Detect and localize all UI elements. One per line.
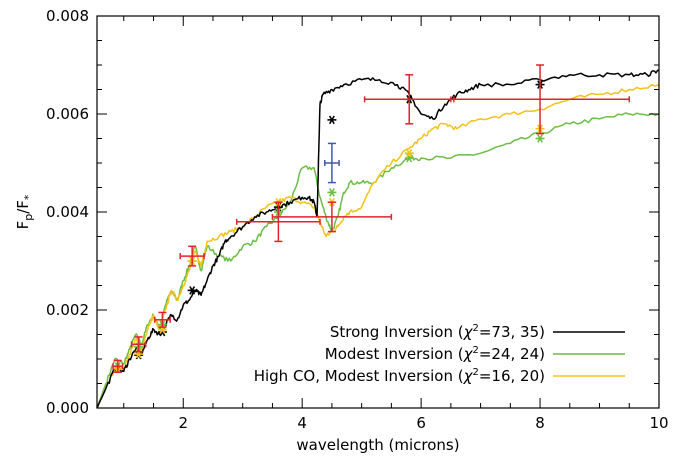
ticks-layer: 2 4 6 8 10 0.000 0.002 0.004 0.006 0.008 [46,7,669,432]
y-tick-label: 0.006 [46,105,89,123]
y-axis-title-sep: /F [14,200,32,214]
x-axis-title: wavelength (microns) [296,436,459,454]
y-axis-title-sub-star: * [22,194,35,200]
x-tick-label: 4 [297,414,307,432]
y-tick-label: 0.008 [46,7,89,25]
series-layer [96,69,660,409]
legend-label-strong-inversion: Strong Inversion (χ2=73, 35) [330,323,545,341]
observation-errorbar [450,64,631,135]
y-tick-label: 0.002 [46,301,89,319]
model-point [187,286,197,295]
observation-errorbar [363,74,455,125]
series-line-2 [96,83,660,409]
series-line-0 [96,69,660,409]
legend-label-high-co: High CO, Modest Inversion (χ2=16, 20) [254,367,545,385]
x-tick-label: 6 [416,414,426,432]
model-point [535,134,545,143]
y-axis-title: Fp/F* [14,194,35,229]
legend-label-modest-inversion: Modest Inversion (χ2=24, 24) [325,345,545,363]
observations-layer [112,64,631,373]
y-tick-label: 0.004 [46,203,89,221]
y-tick-label: 0.000 [46,399,89,417]
model-point [327,188,337,197]
observation-errorbar [236,201,321,243]
observation-errorbar [112,359,124,373]
observation-errorbar [179,245,205,267]
model-point [327,115,337,125]
observation-errorbar [271,201,393,233]
x-tick-label: 8 [535,414,545,432]
x-tick-label: 10 [649,414,668,432]
x-tick-label: 2 [178,414,188,432]
model-point [404,148,414,158]
y-axis-title-sub-p: p [22,214,35,221]
y-axis-title-main: F [14,221,32,230]
series-line-1 [96,112,660,409]
legend: Strong Inversion (χ2=73, 35) Modest Inve… [254,323,625,385]
observation-errorbar [153,311,171,328]
observation-errorbar [130,336,147,353]
observation-errorbar [324,142,340,184]
